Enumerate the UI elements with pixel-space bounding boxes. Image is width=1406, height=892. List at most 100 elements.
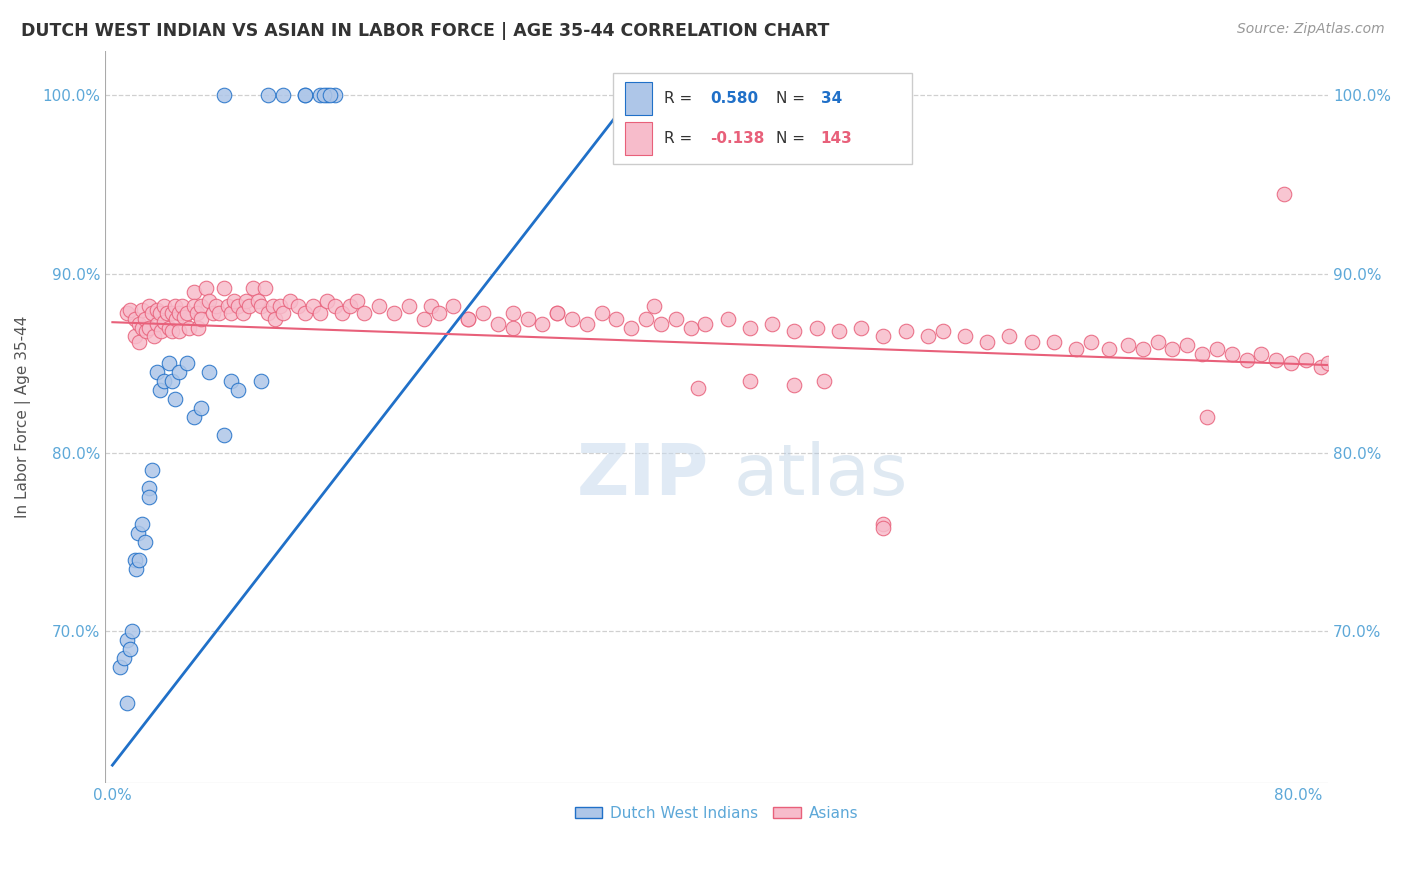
Point bbox=[813, 374, 835, 388]
Point bbox=[472, 306, 495, 320]
Point bbox=[294, 88, 316, 103]
Point bbox=[249, 299, 271, 313]
Point bbox=[141, 306, 163, 320]
Point bbox=[738, 320, 761, 334]
Point bbox=[1295, 352, 1317, 367]
Point bbox=[316, 88, 339, 103]
Point bbox=[167, 365, 190, 379]
Point bbox=[1250, 347, 1272, 361]
Point bbox=[1132, 342, 1154, 356]
Point bbox=[1309, 359, 1331, 374]
Point bbox=[1175, 338, 1198, 352]
Point bbox=[319, 88, 342, 103]
Point bbox=[131, 516, 153, 531]
Point bbox=[135, 324, 157, 338]
Point bbox=[212, 88, 235, 103]
Text: DUTCH WEST INDIAN VS ASIAN IN LABOR FORCE | AGE 35-44 CORRELATION CHART: DUTCH WEST INDIAN VS ASIAN IN LABOR FORC… bbox=[21, 22, 830, 40]
Point bbox=[112, 651, 135, 665]
Point bbox=[502, 320, 524, 334]
Point bbox=[1195, 409, 1218, 424]
Point bbox=[142, 329, 165, 343]
Point bbox=[228, 383, 250, 397]
Point bbox=[1347, 365, 1369, 379]
Point bbox=[134, 535, 156, 549]
Point bbox=[146, 317, 169, 331]
Point bbox=[257, 88, 280, 103]
Point bbox=[183, 285, 205, 299]
Point bbox=[1272, 186, 1295, 201]
Point bbox=[686, 381, 709, 395]
Point bbox=[1324, 359, 1347, 374]
Point bbox=[1064, 342, 1087, 356]
Point bbox=[190, 299, 212, 313]
Point bbox=[301, 299, 323, 313]
Point bbox=[176, 306, 198, 320]
Point bbox=[278, 293, 301, 308]
Point bbox=[294, 306, 316, 320]
Point bbox=[516, 311, 538, 326]
Point bbox=[163, 299, 186, 313]
Point bbox=[309, 88, 332, 103]
Point bbox=[531, 317, 554, 331]
Point bbox=[121, 624, 143, 639]
Point bbox=[222, 293, 245, 308]
Point bbox=[149, 306, 172, 320]
Point bbox=[309, 306, 332, 320]
Point bbox=[502, 306, 524, 320]
Point bbox=[108, 660, 131, 674]
Point bbox=[738, 374, 761, 388]
Point bbox=[173, 310, 195, 324]
Point bbox=[246, 293, 269, 308]
Point bbox=[1021, 334, 1043, 349]
Point bbox=[620, 320, 643, 334]
Point bbox=[575, 317, 598, 331]
Point bbox=[138, 490, 160, 504]
Text: 143: 143 bbox=[821, 131, 852, 146]
Point bbox=[761, 317, 783, 331]
Point bbox=[420, 299, 443, 313]
Point bbox=[1191, 347, 1213, 361]
Point bbox=[232, 306, 254, 320]
Point bbox=[179, 320, 201, 334]
Point bbox=[546, 306, 568, 320]
Point bbox=[194, 281, 217, 295]
Point bbox=[695, 317, 717, 331]
Point bbox=[441, 299, 464, 313]
Point bbox=[170, 299, 193, 313]
Point bbox=[120, 302, 142, 317]
Point bbox=[208, 306, 231, 320]
Point bbox=[190, 311, 212, 326]
Point bbox=[264, 311, 287, 326]
Point bbox=[783, 377, 806, 392]
Text: R =: R = bbox=[664, 91, 697, 106]
Text: N =: N = bbox=[776, 91, 810, 106]
Point bbox=[828, 324, 851, 338]
Point bbox=[190, 401, 212, 415]
Text: atlas: atlas bbox=[734, 441, 908, 510]
Point bbox=[141, 463, 163, 477]
Point bbox=[998, 329, 1021, 343]
Point bbox=[238, 299, 260, 313]
Point bbox=[219, 306, 242, 320]
Point bbox=[323, 88, 346, 103]
Point bbox=[953, 329, 976, 343]
Text: -0.138: -0.138 bbox=[710, 131, 765, 146]
Point bbox=[120, 642, 142, 657]
Point bbox=[1146, 334, 1168, 349]
Point bbox=[127, 525, 149, 540]
Point bbox=[1098, 342, 1121, 356]
Point bbox=[212, 281, 235, 295]
Point bbox=[138, 320, 160, 334]
Point bbox=[186, 306, 208, 320]
Text: Source: ZipAtlas.com: Source: ZipAtlas.com bbox=[1237, 22, 1385, 37]
Point bbox=[287, 299, 309, 313]
Text: 34: 34 bbox=[821, 91, 842, 106]
Point bbox=[1043, 334, 1066, 349]
FancyBboxPatch shape bbox=[613, 72, 912, 164]
Point bbox=[187, 320, 209, 334]
Point bbox=[153, 299, 176, 313]
Text: ZIP: ZIP bbox=[576, 441, 709, 510]
Point bbox=[271, 306, 294, 320]
Point bbox=[457, 311, 479, 326]
Point bbox=[156, 306, 179, 320]
